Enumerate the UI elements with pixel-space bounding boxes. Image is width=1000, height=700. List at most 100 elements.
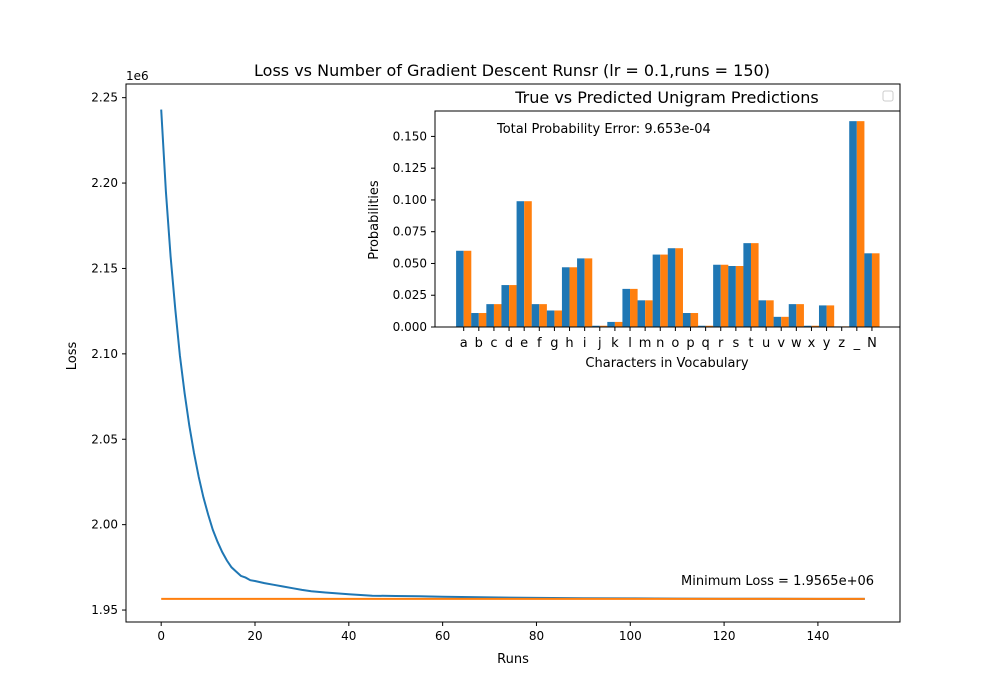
loss-x-tick-label: 60 (435, 629, 450, 643)
true-prob-bar (622, 288, 631, 327)
loss-plot-frame (125, 83, 901, 623)
unigram-chart-title: True vs Predicted Unigram Predictions (514, 88, 818, 107)
unigram-x-tick-label: d (505, 336, 513, 351)
predicted-prob-bar (478, 313, 487, 327)
predicted-prob-bar (493, 304, 502, 327)
loss-x-tick-label: 20 (247, 629, 262, 643)
unigram-x-tick-label: e (520, 336, 528, 351)
true-prob-bar (667, 248, 676, 327)
loss-chart: Loss vs Number of Gradient Descent Runsr… (65, 61, 901, 667)
true-prob-bar (682, 313, 691, 327)
predicted-prob-bar (675, 248, 683, 327)
unigram-x-tick-label: b (475, 336, 483, 351)
unigram-x-tick-label: t (748, 336, 753, 351)
predicted-prob-bar (584, 258, 593, 327)
unigram-x-tick-label: o (671, 336, 679, 351)
loss-y-tick-label: 2.25 (91, 91, 118, 105)
unigram-x-tick-label: k (611, 336, 619, 351)
minimum-loss-annotation: Minimum Loss = 1.9565e+06 (681, 574, 874, 589)
probability-error-annotation: Total Probability Error: 9.653e-04 (496, 122, 711, 137)
true-prob-bar (698, 325, 706, 327)
unigram-x-tick-label: n (656, 336, 664, 351)
unigram-x-tick-label: x (808, 336, 816, 351)
predicted-prob-bar (660, 254, 668, 327)
predicted-prob-bar (554, 310, 563, 327)
predicted-prob-bar (720, 264, 729, 327)
unigram-y-tick-label: 0.125 (393, 161, 427, 175)
unigram-x-tick-label: c (490, 336, 497, 351)
unigram-chart: True vs Predicted Unigram Predictions To… (367, 88, 901, 371)
unigram-x-tick-label: u (762, 336, 770, 351)
predicted-prob-bar (524, 201, 532, 327)
true-prob-bar (818, 305, 827, 327)
predicted-prob-bar (569, 267, 578, 327)
loss-y-tick-label: 2.05 (91, 432, 118, 446)
predicted-prob-bar (766, 300, 774, 327)
true-prob-bar (743, 243, 751, 327)
loss-y-tick-label: 2.00 (91, 518, 118, 532)
true-prob-bar (864, 253, 872, 327)
true-prob-bar (531, 304, 540, 327)
loss-x-ticks: 0 20 40 60 80 100 120 140 (157, 622, 829, 643)
predicted-prob-bar (826, 305, 835, 327)
true-prob-bar (758, 300, 767, 327)
true-prob-bar (516, 201, 525, 327)
predicted-prob-bar (645, 300, 653, 327)
loss-y-axis-label: Loss (65, 342, 80, 371)
true-prob-bar (501, 285, 510, 327)
loss-y-tick-label: 1.95 (91, 603, 118, 617)
loss-y-offset-label: 1e6 (126, 69, 149, 83)
true-prob-bar (803, 325, 812, 327)
true-prob-bar (456, 250, 464, 327)
true-prob-bar (592, 325, 600, 327)
predicted-prob-bar (630, 288, 638, 327)
unigram-x-tick-label: m (639, 336, 652, 351)
predicted-prob-bar (599, 325, 608, 327)
predicted-prob-bar (690, 313, 699, 327)
unigram-x-tick-label: f (537, 336, 542, 351)
true-prob-bar (471, 313, 479, 327)
true-prob-bar (652, 254, 661, 327)
true-prob-bar (788, 304, 797, 327)
true-prob-bar (577, 258, 585, 327)
unigram-y-axis-label: Probabilities (367, 180, 382, 260)
predicted-prob-bar (705, 325, 714, 327)
loss-x-axis-label: Runs (497, 652, 529, 667)
unigram-x-ticks: a b c d e f g h i j k l m n o p q r s t u v w x y z _ N (460, 327, 877, 351)
loss-chart-title: Loss vs Number of Gradient Descent Runsr… (254, 61, 770, 80)
unigram-y-ticks: 0.000 0.025 0.050 0.075 0.100 0.125 0.150 (393, 129, 435, 334)
unigram-x-tick-label: a (460, 336, 468, 351)
predicted-prob-bar (856, 121, 865, 327)
predicted-prob-bar (750, 243, 759, 327)
unigram-x-tick-label: r (718, 336, 724, 351)
predicted-prob-bar (781, 316, 789, 327)
loss-x-tick-label: 0 (157, 629, 165, 643)
unigram-y-tick-label: 0.100 (393, 193, 427, 207)
empty-legend-box (882, 90, 894, 102)
predicted-prob-bar (614, 321, 623, 327)
unigram-x-tick-label: l (628, 336, 632, 351)
unigram-x-tick-label: j (597, 336, 602, 351)
loss-x-tick-label: 40 (341, 629, 356, 643)
unigram-x-tick-label: s (732, 336, 739, 351)
loss-x-tick-label: 120 (713, 629, 736, 643)
true-prob-bar (713, 264, 721, 327)
loss-series-lines (160, 109, 865, 600)
predicted-prob-bar (509, 285, 517, 327)
unigram-y-tick-label: 0.025 (393, 288, 427, 302)
unigram-x-tick-label: y (823, 336, 831, 351)
true-prob-bar (637, 300, 646, 327)
unigram-bars (456, 121, 880, 327)
loss-y-tick-label: 2.15 (91, 261, 118, 275)
predicted-prob-bar (539, 304, 547, 327)
unigram-x-tick-label: N (867, 336, 877, 351)
true-prob-bar (486, 304, 494, 327)
loss-x-tick-label: 140 (806, 629, 829, 643)
true-prob-bar (849, 121, 857, 327)
predicted-prob-bar (463, 250, 472, 327)
predicted-prob-bar (871, 253, 880, 327)
unigram-y-tick-label: 0.050 (393, 256, 427, 270)
unigram-x-tick-label: g (550, 336, 558, 351)
